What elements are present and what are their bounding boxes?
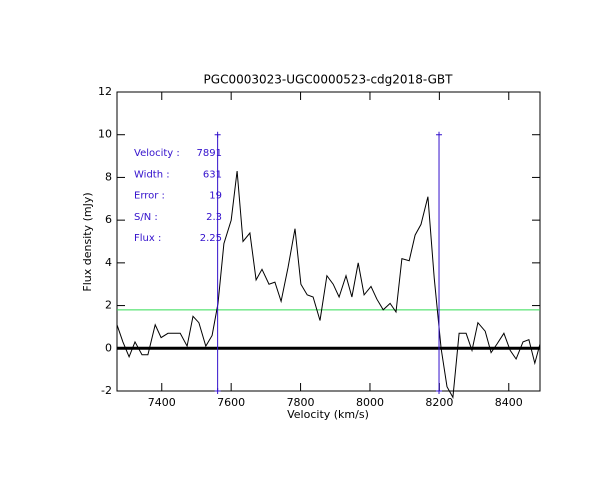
y-tick-label: 6 [105, 213, 112, 226]
y-tick-label: 10 [98, 128, 112, 141]
y-tick-label: 0 [105, 341, 112, 354]
plot-frame [116, 91, 541, 392]
stat-label: Error : [134, 191, 165, 202]
spectrum-line [116, 170, 541, 400]
x-tick-label: 8200 [425, 396, 453, 409]
y-tick-label: 12 [98, 85, 112, 98]
stat-value: 19 [209, 191, 222, 202]
window-marker [214, 131, 221, 138]
stat-value: 631 [203, 169, 222, 180]
y-tick-label: -2 [101, 384, 112, 397]
window-marker [436, 131, 443, 138]
y-tick-label: 4 [105, 256, 112, 269]
x-tick-label: 7600 [217, 396, 245, 409]
stat-label: Width : [134, 169, 170, 180]
y-tick-label: 8 [105, 170, 112, 183]
stat-value: 2.3 [206, 212, 222, 223]
y-tick-label: 2 [105, 299, 112, 312]
x-axis-label: Velocity (km/s) [287, 408, 369, 421]
stat-label: Flux : [134, 233, 161, 244]
x-tick-label: 7800 [287, 396, 315, 409]
x-tick-label: 8400 [495, 396, 523, 409]
stat-label: S/N : [134, 212, 158, 223]
window-marker [436, 388, 443, 394]
stat-value: 7891 [197, 148, 222, 159]
stat-value: 2.25 [200, 233, 222, 244]
chart-title: PGC0003023-UGC0000523-cdg2018-GBT [204, 73, 454, 87]
stat-label: Velocity : [134, 148, 180, 159]
x-tick-label: 7400 [148, 396, 176, 409]
y-axis-label: Flux density (mJy) [81, 192, 94, 291]
x-tick-label: 8000 [356, 396, 384, 409]
window-marker [214, 388, 221, 394]
